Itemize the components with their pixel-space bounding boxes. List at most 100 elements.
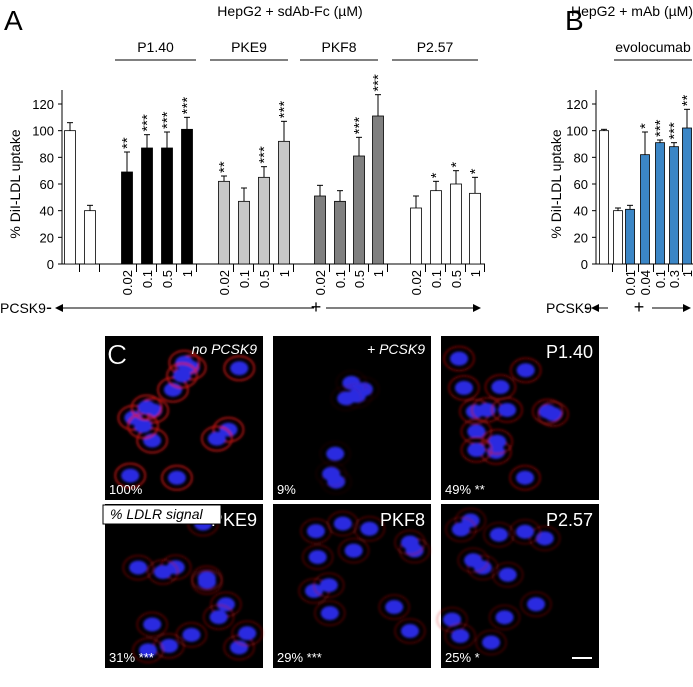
image-label: + PCSK9 (367, 341, 425, 357)
x-tick-label: 0.1 (429, 270, 444, 288)
group-label: evolocumab (615, 39, 691, 55)
cell-membrane (136, 427, 168, 454)
significance: * (467, 168, 484, 174)
significance: *** (666, 122, 683, 140)
nucleus (319, 578, 338, 593)
pcsk9-label: PCSK9 (546, 300, 592, 316)
pcsk9-minus: - (584, 297, 590, 317)
bar (258, 176, 270, 265)
nucleus (489, 527, 508, 542)
significance: *** (652, 119, 669, 137)
bar (353, 155, 365, 265)
nucleus (159, 638, 178, 653)
nucleus (137, 400, 156, 415)
y-tick-label: 20 (40, 230, 54, 245)
cell-membrane (136, 611, 168, 638)
bar (682, 127, 692, 265)
y-tick-label: 0 (47, 257, 54, 272)
nucleus (454, 380, 473, 395)
cell-membrane (509, 464, 541, 491)
bar (669, 146, 679, 265)
x-tick-label: 0.5 (257, 270, 272, 288)
bar (655, 142, 665, 265)
nucleus (153, 565, 172, 580)
cell-membrane (467, 554, 499, 581)
cell-membrane (330, 385, 362, 412)
cell-membrane (436, 606, 468, 633)
nucleus (498, 402, 517, 417)
group-label: PKF8 (321, 39, 356, 55)
nucleus (219, 422, 238, 437)
group-label: P2.57 (417, 39, 454, 55)
cell-membrane (448, 375, 480, 401)
image-label: no PCSK9 (192, 341, 258, 357)
bar (469, 192, 481, 265)
ldlr-signal: 100% (109, 482, 143, 497)
y-tick-label: 40 (574, 204, 588, 219)
x-tick-label: 0.04 (638, 270, 653, 295)
cell-membrane (488, 604, 521, 631)
bar (121, 171, 133, 265)
x-tick-label: 0.1 (140, 270, 155, 288)
bar (613, 210, 623, 265)
micrograph (273, 336, 431, 500)
nucleus (326, 446, 345, 461)
x-tick-label: 0.1 (333, 270, 348, 288)
cell-membrane (137, 397, 169, 424)
cell-membrane (231, 620, 263, 647)
nucleus (344, 543, 363, 558)
nucleus (527, 597, 546, 612)
group-label: P1.40 (137, 39, 174, 55)
nucleus (451, 628, 470, 643)
y-axis-label: % DiI-LDL uptake (548, 129, 564, 238)
nucleus (173, 368, 192, 383)
cell-membrane (117, 405, 150, 431)
significance: *** (256, 146, 273, 164)
nucleus (207, 431, 226, 446)
image-label: PKF8 (380, 510, 425, 530)
nucleus (337, 391, 356, 406)
cells (315, 370, 380, 495)
legend-text: % LDLR signal (110, 506, 203, 522)
x-tick-label: 0.1 (653, 270, 668, 288)
ldlr-signal: 31% *** (109, 650, 154, 665)
significance: *** (276, 101, 293, 119)
nucleus (360, 521, 379, 536)
bar (314, 195, 326, 265)
cell-membrane (509, 357, 542, 383)
nucleus (467, 424, 486, 439)
nucleus (451, 522, 470, 537)
significance: * (428, 172, 445, 178)
nucleus (495, 610, 514, 625)
bar (430, 190, 442, 265)
nucleus (134, 418, 153, 433)
bar (161, 147, 173, 265)
nucleus (238, 626, 257, 641)
image-label: P1.40 (546, 342, 593, 362)
x-tick-label: 1 (180, 270, 195, 277)
cell-membrane (191, 569, 223, 595)
cell-membrane (443, 345, 475, 372)
nucleus (488, 434, 507, 449)
nucleus (498, 567, 517, 582)
panel-label: B (565, 5, 584, 36)
x-tick-label: 1 (277, 270, 292, 277)
x-tick-label: 0.5 (160, 270, 175, 288)
y-tick-label: 120 (32, 97, 54, 112)
bar (625, 208, 635, 265)
nucleus (538, 404, 557, 419)
bar (84, 210, 96, 265)
cell-membrane (483, 521, 515, 548)
bar (141, 147, 153, 265)
nucleus (138, 643, 157, 658)
group-label: PKE9 (231, 39, 267, 55)
image-label: PKE9 (211, 510, 257, 530)
cells (443, 345, 569, 491)
y-tick-label: 20 (574, 230, 588, 245)
nucleus (450, 351, 469, 366)
cell-membrane (481, 428, 513, 455)
cell-membrane (122, 554, 154, 581)
pcsk9-plus: + (634, 297, 645, 317)
y-tick-label: 100 (32, 124, 54, 139)
